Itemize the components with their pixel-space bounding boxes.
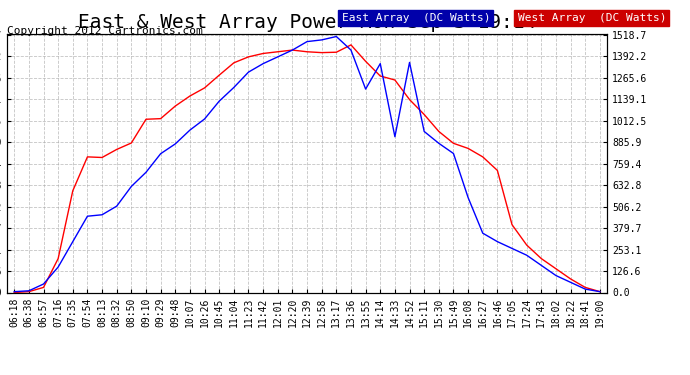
Title: East & West Array Power Mon Sep 3 19:14: East & West Array Power Mon Sep 3 19:14 <box>78 13 536 32</box>
Text: West Array  (DC Watts): West Array (DC Watts) <box>518 13 666 23</box>
Text: Copyright 2012 Cartronics.com: Copyright 2012 Cartronics.com <box>7 26 203 36</box>
Text: East Array  (DC Watts): East Array (DC Watts) <box>342 13 490 23</box>
